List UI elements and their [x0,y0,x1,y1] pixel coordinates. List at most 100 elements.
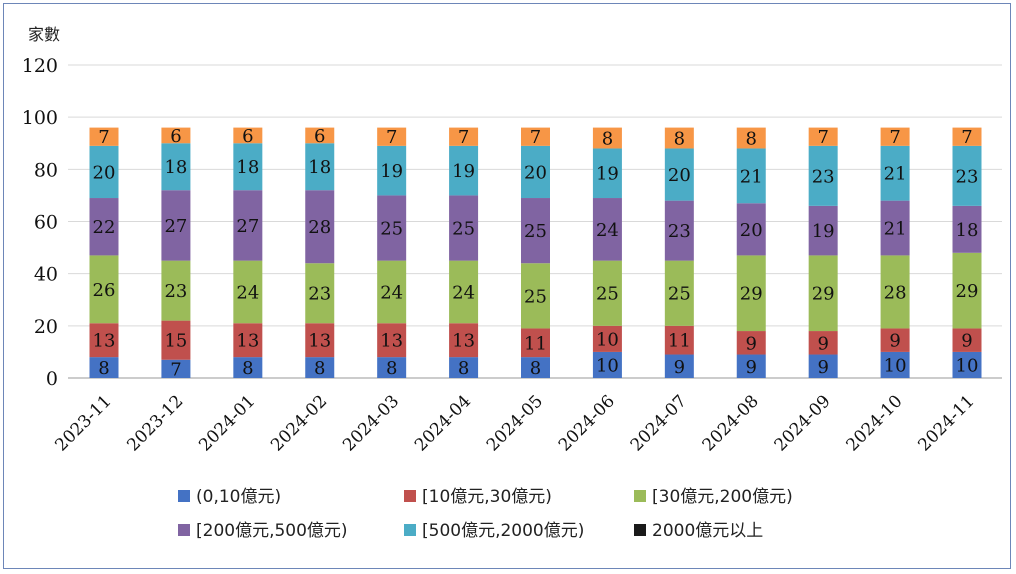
bar-segment [89,198,119,256]
bar-segment [233,323,263,358]
bar-segment [592,198,622,261]
data-label: 19 [380,161,403,182]
data-label: 9 [746,357,757,378]
bar-segment [161,127,191,144]
bar-segment [377,195,407,261]
bar-segment [736,255,766,332]
bar-segment [449,260,479,324]
data-label: 27 [164,216,187,237]
bar-segment [305,127,335,144]
data-label: 8 [314,358,325,379]
bar-segment [377,127,407,146]
data-label: 23 [812,166,835,187]
bar-segment [592,148,622,199]
bar-segment [880,145,910,201]
data-label: 7 [98,127,109,148]
bar-segment [664,127,694,149]
bar-segment [233,190,263,261]
bar-segment [305,323,335,358]
bar-segment [89,323,119,358]
data-label: 20 [668,165,691,186]
bar-segment [808,205,838,256]
data-label: 13 [93,331,116,352]
bar-segment [89,255,119,324]
x-tick-label: 2024-11 [914,391,978,455]
x-tick-label: 2024-08 [699,391,763,455]
x-tick-label: 2024-05 [483,391,547,455]
bar-segment [377,145,407,196]
data-label: 9 [674,357,685,378]
bar-segment [880,351,910,378]
data-label: 6 [314,126,325,147]
legend-swatch [178,524,190,536]
bar-segment [952,145,982,206]
data-label: 11 [668,331,691,352]
data-label: 24 [236,282,259,303]
data-label: 21 [740,166,763,187]
y-tick-label: 60 [34,212,58,234]
bar-segment [233,260,263,324]
data-label: 29 [812,284,835,305]
bar-segment [592,260,622,326]
data-label: 25 [524,221,547,242]
legend-swatch [404,490,416,502]
data-label: 8 [674,129,685,150]
data-label: 7 [386,127,397,148]
bar-segment [521,357,550,378]
y-tick-label: 40 [34,264,58,286]
data-label: 25 [596,284,619,305]
bar-segment [89,145,119,199]
data-label: 10 [596,355,619,376]
bar-segment [664,354,694,378]
bar-segment [305,357,335,378]
bar-segment [161,143,191,191]
data-label: 21 [884,164,907,185]
data-label: 28 [884,282,907,303]
data-label: 19 [452,161,475,182]
data-label: 10 [884,355,907,376]
data-label: 10 [596,329,619,350]
bar-segment [305,143,335,191]
data-label: 22 [93,217,116,238]
legend-swatch [634,490,646,502]
data-label: 25 [380,219,403,240]
bar-segment [664,260,694,326]
legend-swatch [404,524,416,536]
legend-swatch [634,524,646,536]
legend-label: [500億元,2000億元) [422,521,584,541]
bar-segment [808,331,838,355]
data-label: 23 [668,221,691,242]
bar-segment [449,357,479,378]
bars: 8 13 26 22 20 7 7 15 23 27 18 6 8 13 24 27 18 6 8 13 23 28 18 6… [89,126,982,380]
bar-segment [449,195,479,261]
data-label: 7 [889,127,900,148]
data-label: 28 [308,217,331,238]
x-tick-label: 2023-12 [123,391,187,455]
data-label: 25 [452,219,475,240]
bar-segment [952,205,982,253]
bar-segment [736,354,766,378]
data-label: 8 [458,358,469,379]
bar-segment [952,252,982,329]
data-label: 18 [308,157,331,178]
data-label: 8 [242,358,253,379]
data-label: 13 [452,331,475,352]
legend-label: [30億元,200億元) [652,487,793,507]
y-tick-label: 80 [34,159,58,181]
legend-label: (0,10億元) [196,487,281,507]
bar-segment [592,127,622,149]
bar-segment [161,320,191,360]
legend-label: [10億元,30億元) [422,487,552,507]
bar-segment [377,260,407,324]
bar-segment [449,323,479,358]
bar-segment [592,351,622,378]
bar-segment [161,359,191,378]
bar-segment [664,325,694,355]
data-label: 13 [236,331,259,352]
legend-label: 2000億元以上 [652,521,763,541]
y-axis-label: 家數 [28,25,60,44]
y-tick-labels: 0 20 40 60 80 100 120 [22,55,58,390]
data-label: 18 [956,220,979,241]
bar-segment [521,328,550,358]
